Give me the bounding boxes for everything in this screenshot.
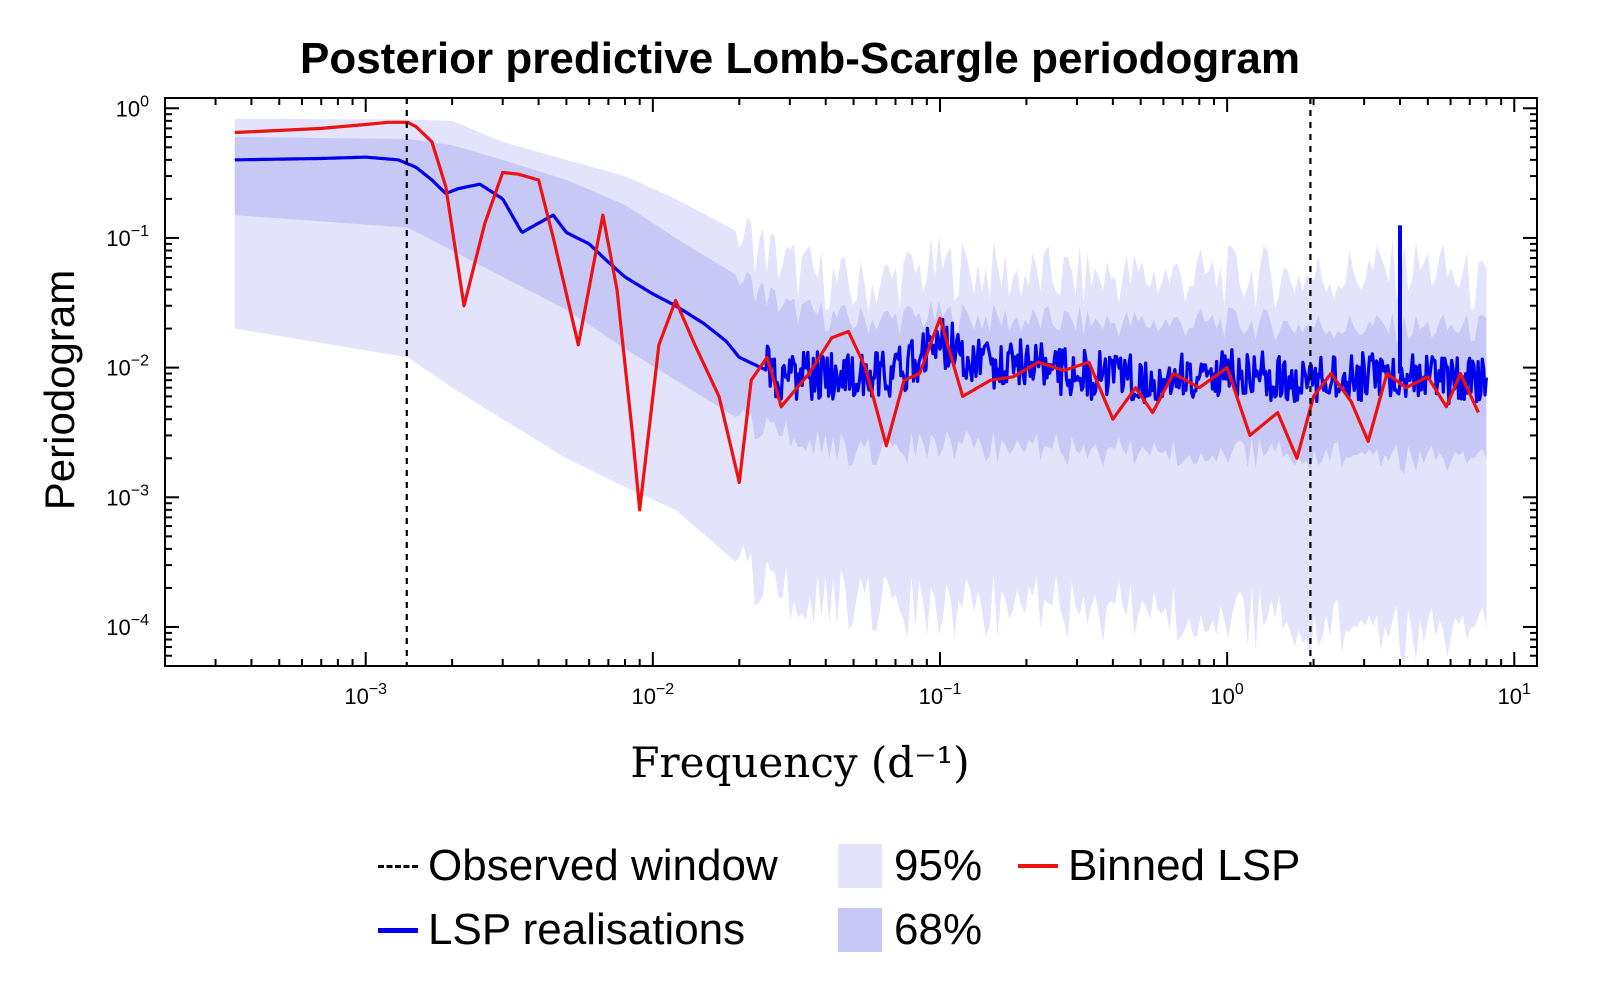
x-tick-label: 101	[1498, 681, 1531, 709]
axes-frame	[164, 97, 1538, 667]
x-tick-label: 10−2	[631, 681, 674, 709]
legend-label-band68: 68%	[894, 905, 983, 954]
y-tick-label: 10−1	[106, 223, 149, 251]
y-axis-label: Periodogram	[36, 269, 83, 511]
plot-frame	[164, 97, 1538, 667]
legend-item-lsp-realisations: LSP realisations	[378, 902, 745, 958]
lsp-realisations-line	[234, 155, 1488, 406]
legend-label-lsp-realisations: LSP realisations	[428, 905, 746, 954]
band68-swatch	[838, 908, 882, 952]
dashed-line-swatch	[378, 864, 418, 868]
band95-swatch	[838, 844, 882, 888]
x-tick-label: 100	[1210, 681, 1243, 709]
tick-marks	[164, 98, 1537, 667]
x-tick-label: 10−3	[344, 681, 387, 709]
legend-item-band68: 68%	[838, 902, 982, 958]
x-tick-label: 10−1	[919, 681, 962, 709]
legend-label-binned-lsp: Binned LSP	[1068, 841, 1301, 890]
y-tick-label: 10−2	[106, 353, 149, 381]
series-layer	[234, 120, 1488, 512]
blue-line-swatch	[378, 927, 418, 933]
legend-label-observed-window: Observed window	[428, 841, 778, 890]
observed-window-lines	[405, 98, 1312, 666]
binned-lsp-line	[234, 120, 1480, 512]
legend-label-band95: 95%	[894, 841, 983, 890]
y-tick-label: 10−3	[106, 482, 149, 510]
y-tick-label: 100	[116, 93, 149, 121]
y-tick-label: 10−4	[106, 612, 149, 640]
legend: Observed window LSP realisations 95% 68%…	[378, 838, 1378, 968]
tick-labels: 10−3 10−2 10−1 100 101 100 10−1 10−2 10−3 10−4	[106, 93, 1531, 709]
chart-title: Posterior predictive Lomb-Scargle period…	[299, 34, 1300, 83]
red-line-swatch	[1018, 864, 1058, 868]
legend-item-band95: 95%	[838, 838, 982, 894]
legend-item-binned-lsp: Binned LSP	[1018, 838, 1300, 894]
x-axis-label: Frequency (d⁻¹)	[630, 738, 970, 787]
legend-item-observed-window: Observed window	[378, 838, 778, 894]
